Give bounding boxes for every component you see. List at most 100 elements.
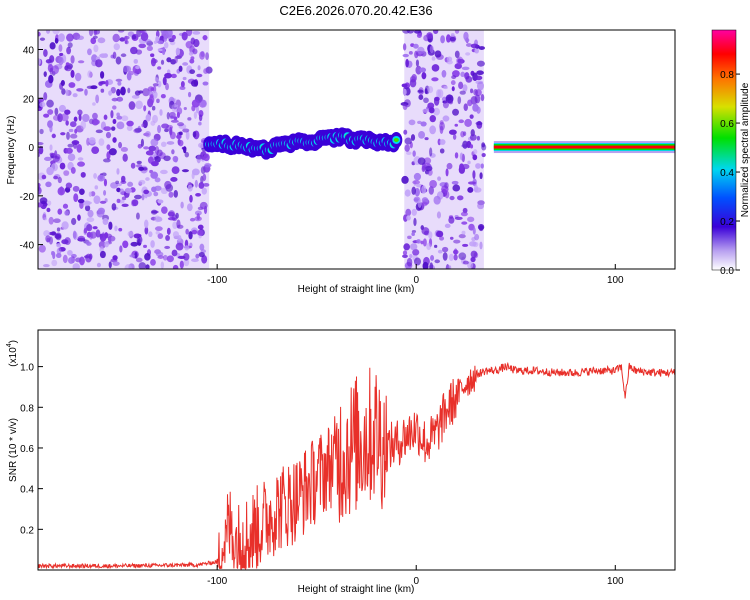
noise-blob xyxy=(105,131,112,139)
noise-blob xyxy=(134,194,142,200)
noise-blob xyxy=(92,102,96,106)
noise-blob xyxy=(146,45,153,52)
colorbar-gradient xyxy=(711,29,737,271)
noise-blob xyxy=(51,65,59,75)
noise-blob xyxy=(86,85,95,89)
noise-blob xyxy=(476,70,484,76)
noise-blob xyxy=(46,207,51,213)
noise-blob xyxy=(114,225,118,232)
noise-blob xyxy=(447,265,452,269)
noise-blob xyxy=(157,233,164,240)
noise-blob xyxy=(198,181,205,189)
noise-blob xyxy=(65,120,69,126)
noise-blob xyxy=(61,239,69,245)
noise-blob xyxy=(200,99,207,108)
noise-blob xyxy=(469,114,474,119)
snr-y-tick-label: 0.2 xyxy=(20,525,34,536)
noise-blob xyxy=(452,108,459,116)
noise-blob xyxy=(38,58,41,66)
noise-blob xyxy=(453,239,461,244)
noise-blob xyxy=(66,33,74,42)
noise-band xyxy=(404,30,484,269)
noise-blob xyxy=(164,180,172,190)
noise-blob xyxy=(140,32,149,42)
noise-blob xyxy=(174,156,178,163)
noise-blob xyxy=(100,71,105,79)
noise-blob xyxy=(480,93,485,102)
noise-blob xyxy=(193,111,198,119)
noise-blob xyxy=(187,117,192,121)
noise-blob xyxy=(138,166,145,171)
snr-x-tick-label: -100 xyxy=(207,576,227,587)
noise-blob xyxy=(82,113,90,123)
snr-scale-suffix: ) xyxy=(8,340,19,343)
noise-blob xyxy=(453,248,458,256)
noise-blob xyxy=(196,73,203,78)
noise-blob xyxy=(449,236,454,240)
noise-blob xyxy=(164,245,171,249)
noise-blob xyxy=(184,245,190,251)
noise-blob xyxy=(72,263,80,269)
noise-blob xyxy=(437,176,442,181)
noise-blob xyxy=(176,219,181,229)
noise-blob xyxy=(412,150,416,157)
colorbar-label: Normalized spectral amplitude xyxy=(740,82,750,217)
noise-blob xyxy=(165,82,169,91)
noise-blob xyxy=(60,113,69,122)
noise-blob xyxy=(115,180,120,185)
noise-blob xyxy=(136,160,142,165)
noise-blob xyxy=(131,94,140,99)
noise-blob xyxy=(66,131,70,140)
noise-blob xyxy=(452,184,461,192)
noise-blob xyxy=(187,184,193,192)
noise-blob xyxy=(405,58,409,68)
noise-blob xyxy=(154,215,161,223)
noise-blob xyxy=(130,241,139,247)
noise-blob xyxy=(112,255,118,261)
noise-blob xyxy=(480,163,484,169)
noise-blob xyxy=(135,257,143,263)
noise-blob xyxy=(96,262,101,268)
noise-blob xyxy=(122,240,129,249)
noise-blob xyxy=(196,213,200,221)
noise-blob xyxy=(171,249,178,257)
noise-blob xyxy=(470,43,479,49)
noise-blob xyxy=(467,160,471,165)
noise-blob xyxy=(431,64,440,72)
noise-blob xyxy=(431,56,436,61)
noise-blob xyxy=(166,141,175,145)
noise-blob xyxy=(401,83,408,88)
noise-blob xyxy=(154,77,159,83)
noise-blob xyxy=(44,156,52,162)
noise-blob xyxy=(86,217,95,223)
noise-blob xyxy=(470,88,474,94)
noise-blob xyxy=(135,164,143,168)
noise-blob xyxy=(429,147,433,157)
noise-blob xyxy=(77,60,85,64)
noise-blob xyxy=(418,131,426,139)
noise-blob xyxy=(67,42,73,48)
noise-blob xyxy=(138,179,146,185)
noise-blob xyxy=(130,46,138,55)
noise-blob xyxy=(475,121,483,126)
snr-x-tick-label: 100 xyxy=(607,576,624,587)
noise-blob xyxy=(458,119,465,124)
noise-blob xyxy=(420,240,424,245)
noise-blob xyxy=(72,93,78,98)
noise-blob xyxy=(87,48,92,56)
noise-blob xyxy=(156,149,163,157)
noise-blob xyxy=(473,149,478,155)
noise-blob xyxy=(450,33,455,37)
noise-blob xyxy=(95,56,101,61)
noise-blob xyxy=(119,245,123,253)
spectrogram-x-tick-label: 0 xyxy=(413,275,419,286)
noise-blob xyxy=(94,185,99,190)
noise-blob xyxy=(87,209,94,218)
noise-blob xyxy=(437,249,443,254)
noise-blob xyxy=(446,60,453,65)
noise-blob xyxy=(135,100,143,110)
noise-blob xyxy=(461,221,468,225)
noise-blob xyxy=(157,40,164,45)
noise-blob xyxy=(38,182,41,188)
noise-blob xyxy=(95,59,103,68)
